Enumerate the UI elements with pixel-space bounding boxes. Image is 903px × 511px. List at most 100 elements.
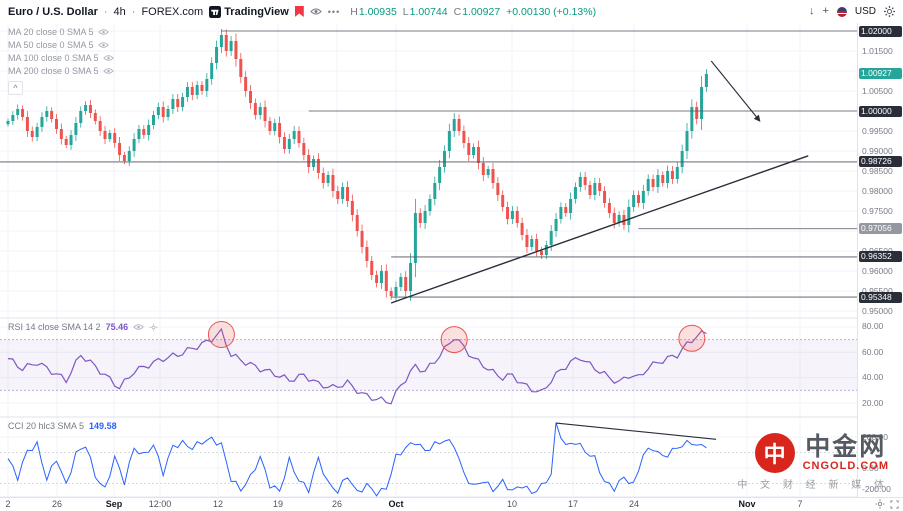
candle-body bbox=[55, 119, 58, 129]
candle-body bbox=[64, 139, 68, 145]
candle-body bbox=[79, 111, 83, 123]
candle-body bbox=[462, 131, 466, 143]
candle-body bbox=[297, 131, 301, 143]
candle-body bbox=[185, 87, 189, 97]
ma-legend-row[interactable]: MA 50 close 0 SMA 5 bbox=[8, 39, 114, 51]
candle-body bbox=[530, 239, 534, 247]
candle-body bbox=[690, 107, 694, 131]
rsi-axis-label: 20.00 bbox=[862, 397, 884, 408]
candle-body bbox=[501, 195, 505, 207]
cci-trendline[interactable] bbox=[555, 422, 717, 440]
candle-body bbox=[418, 213, 422, 223]
price-badge: 0.98726 bbox=[859, 156, 902, 168]
more-options-button[interactable]: ••• bbox=[327, 6, 341, 17]
rsi-legend[interactable]: RSI 14 close SMA 14 2 75.46 bbox=[8, 322, 158, 332]
time-axis[interactable]: 2 26 Sep 12:00 12 19 26 Oct 10 17 24 Nov 7 bbox=[0, 497, 903, 511]
ma-legend-row[interactable]: MA 100 close 0 SMA 5 bbox=[8, 52, 114, 64]
add-icon[interactable]: + bbox=[822, 5, 829, 17]
candle-body bbox=[282, 137, 286, 149]
separator-dot: · bbox=[103, 5, 108, 18]
eye-icon[interactable] bbox=[310, 7, 322, 16]
candle-body bbox=[540, 251, 543, 255]
settings-gear-icon[interactable] bbox=[884, 6, 895, 17]
candle-body bbox=[137, 129, 141, 139]
candle-body bbox=[253, 103, 257, 115]
rsi-value: 75.46 bbox=[105, 322, 129, 332]
candle-body bbox=[491, 169, 495, 183]
bookmark-icon[interactable] bbox=[294, 6, 304, 17]
candle-body bbox=[355, 215, 359, 231]
time-label: 17 bbox=[567, 499, 578, 509]
candle-body bbox=[249, 91, 252, 103]
candle-body bbox=[161, 107, 165, 117]
candle-body bbox=[321, 173, 325, 183]
candle-body bbox=[108, 133, 112, 139]
price-badge: 1.00927 bbox=[859, 68, 902, 80]
currency-label[interactable]: USD bbox=[854, 6, 876, 17]
candle-body bbox=[147, 125, 151, 135]
price-badge: 1.02000 bbox=[859, 25, 902, 37]
candle-body bbox=[680, 151, 684, 167]
candle-body bbox=[113, 133, 117, 143]
tradingview-logo[interactable]: TradingView bbox=[209, 5, 289, 18]
candle-body bbox=[598, 183, 602, 191]
price-label: 0.96000 bbox=[862, 265, 893, 276]
time-label: 12:00 bbox=[148, 499, 172, 509]
settings-icon[interactable] bbox=[149, 323, 158, 332]
candle-body bbox=[573, 187, 577, 199]
candle-body bbox=[632, 195, 636, 207]
rsi-highlight-circle[interactable] bbox=[207, 321, 235, 348]
candle-body bbox=[50, 111, 54, 119]
cci-value: 149.58 bbox=[89, 421, 117, 431]
candle-body bbox=[370, 261, 374, 275]
price-badge: 0.96352 bbox=[859, 251, 902, 263]
high-value: 1.00935 bbox=[358, 5, 397, 18]
chart-plot[interactable]: MA 20 close 0 SMA 5 MA 50 close 0 SMA 5 MA… bbox=[0, 23, 857, 497]
rsi-legend-label: RSI 14 close SMA 14 2 bbox=[8, 322, 101, 332]
symbol-title[interactable]: Euro / U.S. Dollar bbox=[8, 5, 98, 18]
rsi-highlight-circle[interactable] bbox=[440, 326, 468, 354]
time-label: 2 bbox=[5, 499, 11, 509]
candlestick-chart[interactable] bbox=[0, 23, 857, 497]
visibility-icon[interactable] bbox=[102, 67, 114, 75]
legend-collapse-button[interactable]: ^ bbox=[8, 81, 23, 95]
projection-arrow[interactable] bbox=[710, 60, 761, 122]
close-label: C bbox=[453, 5, 462, 18]
visibility-icon[interactable] bbox=[102, 54, 114, 62]
price-label: 1.00500 bbox=[862, 85, 893, 96]
time-label: Nov bbox=[738, 499, 756, 509]
ascending-trendline[interactable] bbox=[390, 155, 809, 304]
candle-body bbox=[670, 171, 674, 179]
price-axis[interactable]: 1.01500 1.00500 0.99500 0.99000 0.98500 0.980… bbox=[857, 23, 903, 497]
candle-body bbox=[341, 187, 345, 199]
download-icon[interactable]: ↓ bbox=[808, 5, 815, 17]
maximize-icon[interactable] bbox=[890, 499, 899, 511]
visibility-icon[interactable] bbox=[133, 323, 144, 331]
candle-body bbox=[481, 163, 485, 175]
candle-body bbox=[564, 207, 568, 213]
cci-legend[interactable]: CCI 20 hlc3 SMA 5 149.58 bbox=[8, 421, 117, 431]
candle-body bbox=[467, 143, 471, 155]
time-label: 7 bbox=[797, 499, 803, 509]
time-labels: 2 26 Sep 12:00 12 19 26 Oct 10 17 24 Nov 7 bbox=[0, 498, 857, 511]
visibility-icon[interactable] bbox=[97, 28, 109, 36]
candle-body bbox=[59, 129, 63, 139]
candle-body bbox=[583, 177, 587, 185]
cngold-watermark: 中 中金网 CNGOLD.COM 中 文 财 经 新 媒 体 bbox=[737, 433, 889, 491]
rsi-highlight-circle[interactable] bbox=[678, 324, 706, 352]
candle-body bbox=[210, 63, 214, 79]
rsi-line bbox=[7, 327, 707, 405]
visibility-icon[interactable] bbox=[97, 41, 109, 49]
interval-label[interactable]: 4h bbox=[113, 5, 126, 18]
ma-legend-row[interactable]: MA 200 close 0 SMA 5 bbox=[8, 65, 114, 77]
candle-body bbox=[593, 183, 597, 195]
tradingview-logo-icon bbox=[209, 5, 222, 18]
candle-body bbox=[622, 215, 626, 225]
candle-body bbox=[229, 41, 233, 51]
ma-legend-row[interactable]: MA 20 close 0 SMA 5 bbox=[8, 26, 114, 38]
candle-body bbox=[569, 199, 573, 213]
candle-body bbox=[399, 277, 403, 287]
timezone-gear-icon[interactable] bbox=[875, 499, 885, 511]
candle-body bbox=[122, 155, 126, 161]
ma-legend-label: MA 200 close 0 SMA 5 bbox=[8, 66, 99, 76]
